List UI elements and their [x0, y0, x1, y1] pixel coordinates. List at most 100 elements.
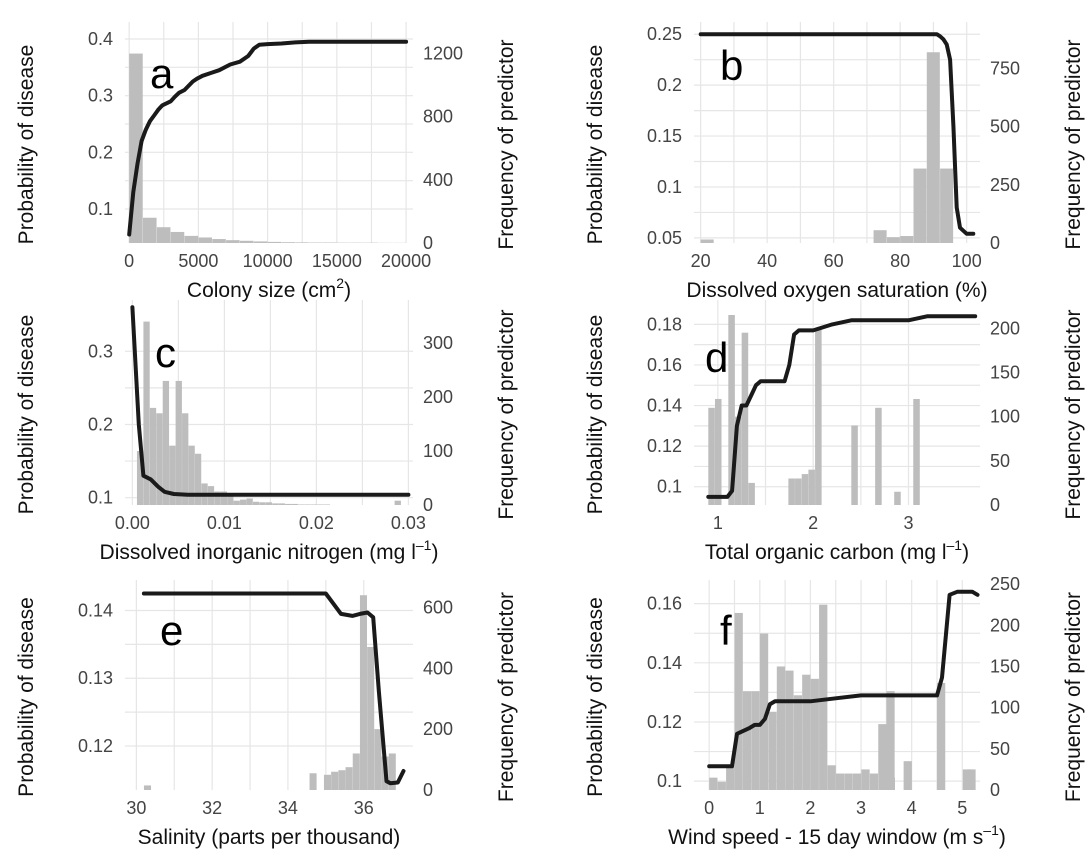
- hist-bar: [835, 773, 845, 790]
- x-tick-label: 100: [952, 251, 982, 271]
- hist-bar: [227, 494, 234, 505]
- x-tick-label: 0.00: [115, 513, 150, 533]
- hist-bar: [940, 168, 954, 243]
- y-left-tick-label: 0.13: [78, 668, 113, 688]
- hist-bar: [233, 500, 240, 505]
- hist-bar: [926, 52, 940, 244]
- hist-bar: [295, 242, 309, 243]
- x-tick-label: 10000: [243, 251, 293, 271]
- hist-bar: [352, 753, 360, 790]
- y-left-tick-label: 0.1: [657, 177, 682, 197]
- histogram-bars: [708, 315, 920, 505]
- x-tick-label: 1: [755, 798, 765, 818]
- hist-bar: [795, 478, 802, 505]
- y-right-tick-label: 200: [990, 615, 1020, 635]
- y-right-tick-label: 400: [423, 658, 453, 678]
- panel-d: 0.1 0.12 0.14 0.16 0.18 0 50 100 150 200 1 2 3 Total …: [584, 300, 1085, 564]
- hist-bar: [900, 236, 914, 243]
- hist-bar: [967, 769, 976, 790]
- hist-bar: [323, 774, 332, 790]
- hist-bar: [297, 504, 305, 505]
- hist-bar: [136, 451, 144, 505]
- hist-bar: [323, 504, 331, 505]
- probability-curve: [707, 589, 980, 769]
- hist-bar: [331, 771, 339, 790]
- hist-bar: [894, 491, 901, 505]
- probability-curve: [127, 39, 409, 237]
- hist-bar: [253, 241, 268, 243]
- panel-letter: a: [150, 50, 174, 97]
- y-right-axis-label: Frequency of predictor: [495, 39, 518, 249]
- hist-bar: [259, 502, 266, 505]
- hist-bar: [309, 773, 317, 790]
- hist-bar: [714, 398, 722, 505]
- hist-bar: [175, 380, 182, 505]
- panel-letter: d: [705, 334, 728, 381]
- x-tick-label: 3: [856, 798, 866, 818]
- x-tick-label: 40: [757, 251, 777, 271]
- y-left-tick-label: 0.12: [647, 712, 682, 732]
- y-right-tick-label: 50: [990, 739, 1010, 759]
- hist-bar: [198, 237, 212, 243]
- hist-bar: [788, 478, 795, 505]
- hist-bar: [728, 315, 735, 505]
- hist-bar: [861, 769, 870, 790]
- x-axis-label: Colony size (cm2): [187, 275, 351, 302]
- probability-curve: [130, 305, 411, 497]
- x-tick-label: 0.02: [299, 513, 334, 533]
- hist-bar: [808, 469, 815, 505]
- hist-bar: [272, 503, 279, 505]
- y-right-tick-label: 500: [990, 117, 1020, 137]
- hist-bar: [374, 729, 382, 790]
- x-tick-label: 0.01: [207, 513, 242, 533]
- hist-bar: [226, 240, 240, 243]
- y-left-tick-label: 0.14: [78, 600, 113, 620]
- y-left-tick-label: 0.1: [657, 477, 682, 497]
- y-right-tick-label: 0: [423, 233, 433, 253]
- histogram-bars: [129, 53, 406, 244]
- y-left-tick-label: 0.05: [647, 228, 682, 248]
- hist-bar: [886, 237, 900, 243]
- hist-bar: [182, 413, 189, 505]
- panel-c: 0.1 0.2 0.3 0 100 200 300 0.00 0.01 0.02 0.03 Disso…: [15, 300, 518, 564]
- hist-bar: [734, 416, 742, 505]
- y-left-tick-label: 0.15: [647, 126, 682, 146]
- x-tick-label: 0: [124, 251, 134, 271]
- panel-e: 0.12 0.13 0.14 0 200 400 600 30 32 34 36 Salinity (…: [15, 580, 518, 849]
- y-left-tick-label: 0.18: [647, 314, 682, 334]
- probability-curve: [698, 32, 976, 236]
- panel-letter: b: [720, 42, 743, 89]
- y-left-tick-label: 0.2: [88, 142, 113, 162]
- y-left-tick-label: 0.25: [647, 24, 682, 44]
- panel-letter: f: [720, 607, 732, 654]
- y-right-tick-label: 50: [990, 451, 1010, 471]
- panel-letter: e: [160, 607, 183, 654]
- hist-bar: [239, 240, 254, 243]
- y-left-axis-label: Probability of disease: [15, 45, 38, 245]
- y-left-tick-label: 0.16: [647, 594, 682, 614]
- hist-bar: [878, 724, 887, 790]
- hist-bar: [252, 501, 260, 505]
- y-left-axis-label: Probability of disease: [584, 597, 607, 797]
- hist-bar: [359, 595, 368, 790]
- histogram-bars: [709, 604, 976, 790]
- hist-bar: [785, 670, 794, 790]
- x-tick-label: 5000: [178, 251, 218, 271]
- y-right-axis-label: Frequency of predictor: [1062, 592, 1085, 802]
- hist-bar: [345, 767, 353, 790]
- hist-bar: [936, 682, 946, 790]
- hist-bar: [819, 604, 828, 790]
- hist-bar: [962, 769, 972, 790]
- hist-bar: [875, 407, 882, 505]
- hist-bar: [188, 445, 195, 505]
- hist-bar: [815, 328, 822, 505]
- gridlines: [125, 22, 413, 243]
- hist-bar: [913, 398, 920, 505]
- y-right-tick-label: 600: [423, 597, 453, 617]
- x-axis-label: Salinity (parts per thousand): [138, 826, 401, 849]
- hist-bar: [194, 453, 202, 505]
- hist-bar: [802, 674, 811, 790]
- x-tick-label: 34: [278, 798, 298, 818]
- hist-bar: [708, 407, 715, 505]
- y-right-tick-label: 200: [423, 387, 453, 407]
